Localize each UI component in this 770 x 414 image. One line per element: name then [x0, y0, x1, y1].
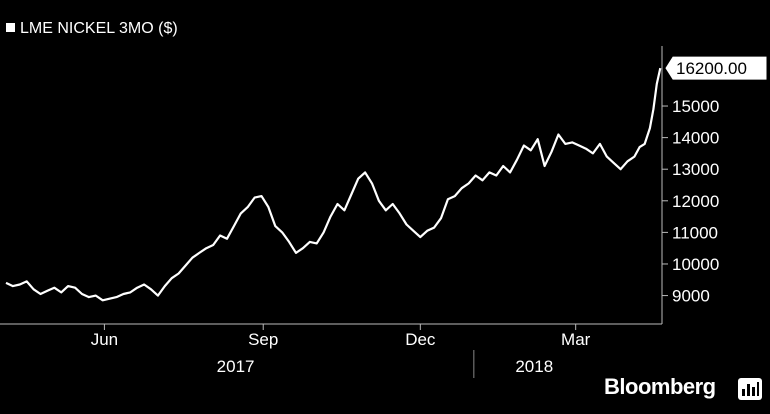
last-value-marker: 16200.00 — [665, 56, 767, 80]
x-tick-label: Sep — [248, 330, 278, 349]
y-axis-ticks: 9000 10000 11000 12000 13000 14000 15000 — [662, 97, 719, 306]
x-tick-label: Dec — [405, 330, 436, 349]
x-tick-label: Mar — [561, 330, 591, 349]
chart-axes — [0, 46, 663, 378]
y-tick-label: 9000 — [672, 287, 710, 306]
y-tick-label: 15000 — [672, 97, 719, 116]
y-tick-label: 14000 — [672, 129, 719, 148]
x-axis-ticks: Jun Sep Dec Mar 2017 2018 — [91, 324, 591, 376]
legend-swatch — [6, 23, 15, 32]
chart-title: LME NICKEL 3MO ($) — [20, 20, 178, 37]
x-tick-label: Jun — [91, 330, 118, 349]
x-year-label: 2017 — [217, 357, 255, 376]
last-value-label: 16200.00 — [676, 59, 747, 78]
y-tick-label: 12000 — [672, 192, 719, 211]
terminal-bars-icon — [738, 378, 762, 400]
chart-legend: LME NICKEL 3MO ($) — [6, 20, 178, 37]
series-line-nickel — [5, 67, 662, 302]
y-tick-label: 10000 — [672, 255, 719, 274]
x-year-label: 2018 — [515, 357, 553, 376]
y-tick-label: 13000 — [672, 160, 719, 179]
bloomberg-logo: Bloomberg — [604, 374, 716, 399]
last-value-box — [665, 56, 767, 80]
y-tick-label: 11000 — [672, 223, 718, 242]
